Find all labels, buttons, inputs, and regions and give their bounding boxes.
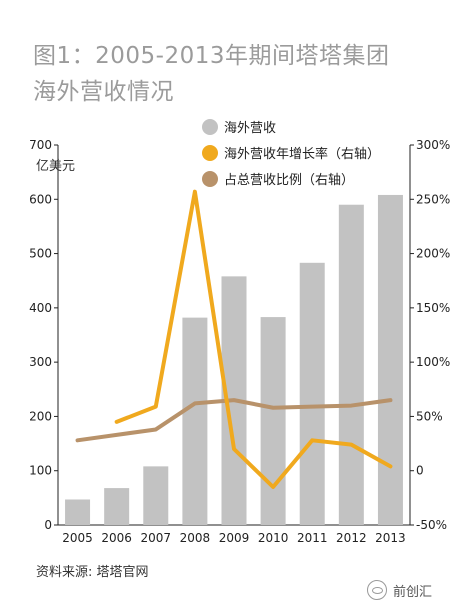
left-tick-label: 400 <box>29 301 52 315</box>
legend-item-growth-rate-marker <box>202 145 218 161</box>
growth-rate-point <box>115 420 119 424</box>
x-tick-label: 2005 <box>62 531 93 545</box>
left-tick-label: 200 <box>29 409 52 423</box>
bar-2006 <box>104 488 130 525</box>
left-tick-label: 500 <box>29 247 52 261</box>
x-tick-label: 2009 <box>219 531 250 545</box>
growth-rate-point <box>154 405 158 409</box>
growth-rate-point <box>271 485 275 489</box>
x-tick-label: 2006 <box>101 531 132 545</box>
right-tick-label: 0 <box>416 464 424 478</box>
growth-rate-point <box>232 447 236 451</box>
left-tick-label: 600 <box>29 192 52 206</box>
share-ratio-point <box>154 427 158 431</box>
left-axis-unit-label: 亿美元 <box>36 159 76 174</box>
watermark-label: 前创汇 <box>392 584 432 600</box>
share-ratio-point <box>271 406 275 410</box>
bar-2008 <box>182 317 208 525</box>
bar-2012 <box>338 204 364 525</box>
bar-2007 <box>143 466 169 525</box>
share-ratio-point <box>232 398 236 402</box>
legend-item-share-ratio-marker <box>202 171 218 187</box>
watermark: 前创汇 <box>366 580 432 600</box>
share-ratio-point <box>115 433 119 437</box>
share-ratio-point <box>349 404 353 408</box>
right-tick-label: -50% <box>416 518 447 532</box>
right-tick-label: 250% <box>416 192 450 206</box>
right-tick-label: 50% <box>416 409 443 423</box>
left-tick-label: 700 <box>29 138 52 152</box>
left-tick-label: 0 <box>44 518 52 532</box>
x-tick-label: 2011 <box>297 531 328 545</box>
bar-2010 <box>260 317 286 525</box>
share-ratio-point <box>76 438 80 442</box>
x-tick-label: 2013 <box>375 531 406 545</box>
left-tick-label: 300 <box>29 355 52 369</box>
growth-rate-point <box>349 443 353 447</box>
right-tick-label: 200% <box>416 247 450 261</box>
x-tick-label: 2007 <box>141 531 172 545</box>
bar-2005 <box>65 499 91 525</box>
watermark-logo-icon <box>366 580 387 600</box>
bar-2013 <box>377 194 403 525</box>
growth-rate-point <box>310 438 314 442</box>
title-line-2: 海外营收情况 <box>33 79 174 105</box>
x-tick-label: 2012 <box>336 531 367 545</box>
share-ratio-point <box>193 401 197 405</box>
right-tick-label: 100% <box>416 355 450 369</box>
source-note: 资料来源: 塔塔官网 <box>36 565 149 580</box>
x-tick-label: 2010 <box>258 531 289 545</box>
legend-item-overseas-revenue-marker <box>202 119 218 135</box>
left-tick-label: 100 <box>29 464 52 478</box>
legend-item-overseas-revenue-label: 海外营收 <box>224 121 276 136</box>
legend-item-growth-rate-label: 海外营收年增长率（右轴） <box>224 146 380 162</box>
growth-rate-point <box>388 464 392 468</box>
right-tick-label: 150% <box>416 301 450 315</box>
bar-2011 <box>299 262 325 525</box>
growth-rate-line <box>114 189 393 489</box>
title-line-1: 图1：2005-2013年期间塔塔集团 <box>33 43 390 69</box>
share-ratio-point <box>310 405 314 409</box>
growth-rate-point <box>193 190 197 194</box>
share-ratio-point <box>388 398 392 402</box>
x-tick-label: 2008 <box>180 531 211 545</box>
legend-item-share-ratio-label: 占总营收比例（右轴） <box>224 173 354 188</box>
right-tick-label: 300% <box>416 138 450 152</box>
chart-title: 图1：2005-2013年期间塔塔集团 海外营收情况 <box>33 38 433 110</box>
